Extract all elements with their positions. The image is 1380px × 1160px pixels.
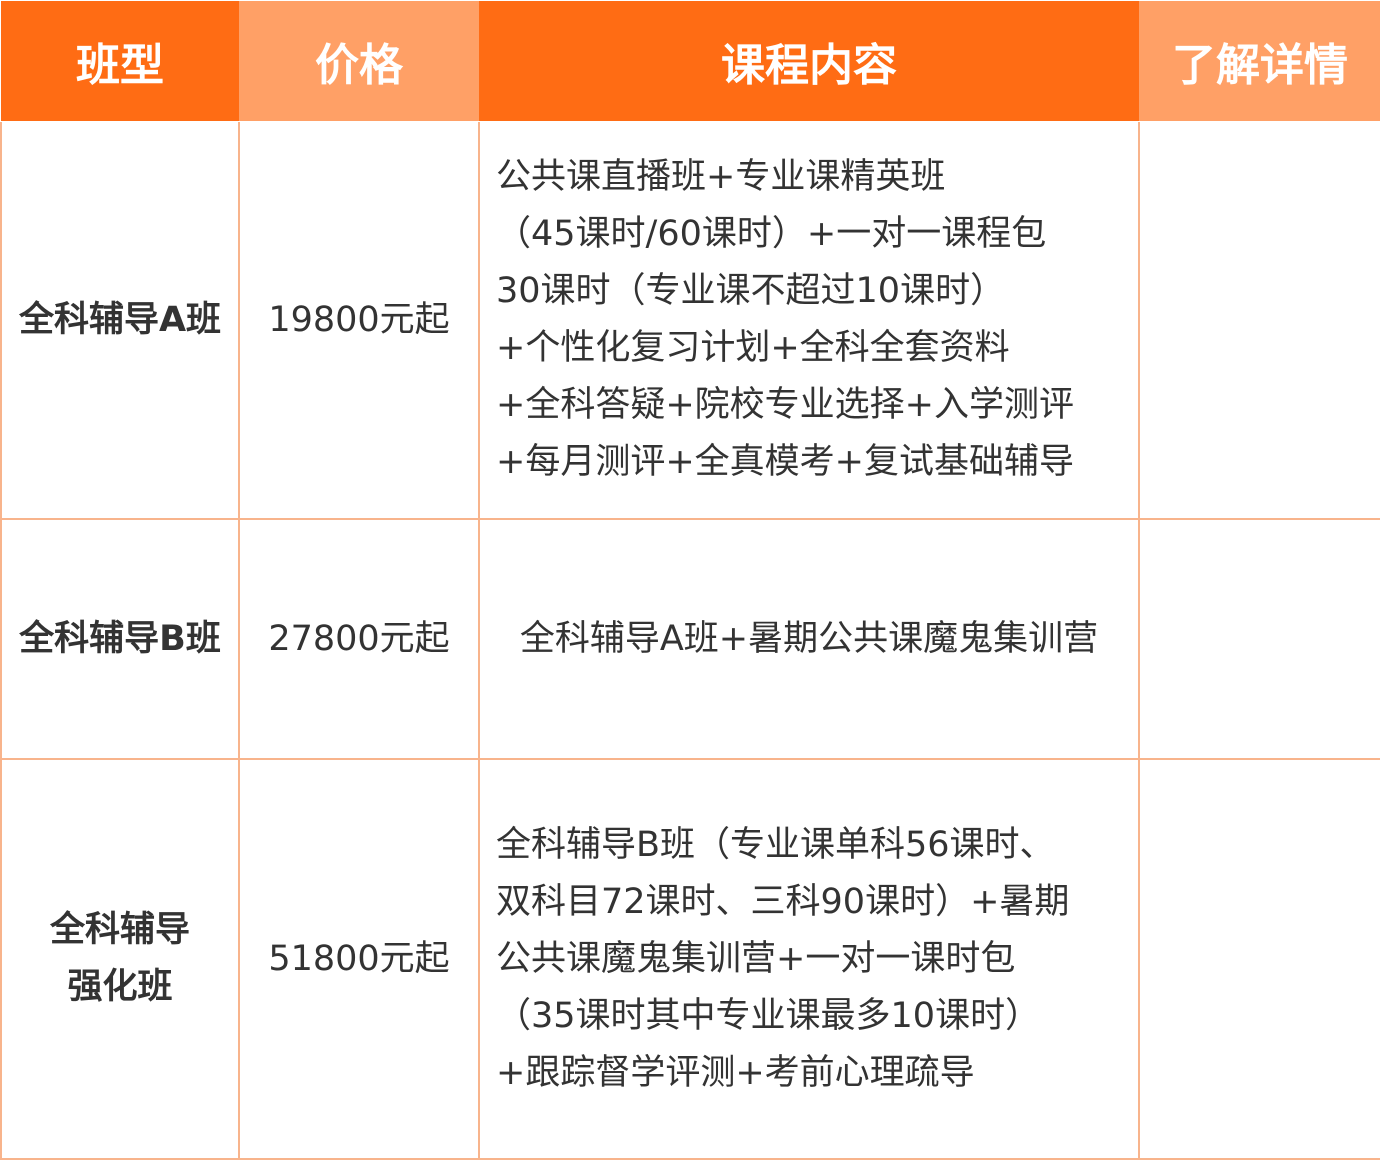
table-row: 全科辅导B班 27800元起 全科辅导A班+暑期公共课魔鬼集训营 (0, 518, 1380, 760)
class-name-cell: 全科辅导A班 (0, 120, 240, 520)
price-cell: 27800元起 (238, 518, 480, 760)
table-row: 全科辅导A班 19800元起 公共课直播班+专业课精英班 （45课时/60课时）+一对… (0, 120, 1380, 520)
text-line: 全科辅导A班 (18, 299, 222, 340)
header-cell: 了解详情 (1139, 1, 1380, 121)
text-line: 全科辅导B班（专业课单科56课时、 (496, 824, 1055, 865)
details-cell (1138, 518, 1380, 760)
content-cell: 公共课直播班+专业课精英班 （45课时/60课时）+一对一课程包 30课时（专业课不… (478, 120, 1140, 520)
text-line: 全科辅导B班 (19, 618, 221, 659)
table-body: 全科辅导A班 19800元起 公共课直播班+专业课精英班 （45课时/60课时）+一对… (0, 120, 1380, 1160)
text-line: +个性化复习计划+全科全套资料 (496, 328, 1010, 368)
price-cell: 51800元起 (238, 758, 480, 1160)
price-cell: 19800元起 (238, 120, 480, 520)
text-line: 公共课魔鬼集训营+一对一课时包 (496, 938, 1016, 979)
content-cell: 全科辅导B班（专业课单科56课时、 双科目72课时、三科90课时）+暑期 公共课魔鬼… (478, 758, 1140, 1160)
content-cell: 全科辅导A班+暑期公共课魔鬼集训营 (478, 518, 1140, 760)
text-line: （35课时其中专业课最多10课时） (496, 995, 1041, 1036)
text-line: 双科目72课时、三科90课时）+暑期 (496, 881, 1070, 922)
table-row: 全科辅导 强化班 51800元起 全科辅导B班（专业课单科56课时、 双科目72课时、三… (0, 758, 1380, 1160)
text-line: +每月测评+全真模考+复试基础辅导 (496, 442, 1074, 482)
header-cell: 课程内容 (479, 1, 1139, 121)
price: 27800元起 (268, 618, 450, 659)
price: 19800元起 (268, 299, 450, 340)
class-name-cell: 全科辅导B班 (0, 518, 240, 760)
header-cell: 班型 (1, 1, 239, 121)
header-row: 班型 价格 课程内容 了解详情 (1, 1, 1380, 121)
price: 51800元起 (268, 938, 450, 979)
class-name-cell: 全科辅导 强化班 (0, 758, 240, 1160)
text-line: 全科辅导 (49, 910, 190, 950)
details-cell (1138, 120, 1380, 520)
text-line: 公共课直播班+专业课精英班 (496, 157, 946, 197)
text-line: 全科辅导A班+暑期公共课魔鬼集训营 (519, 618, 1099, 659)
text-line: 强化班 (67, 967, 173, 1007)
header-cell: 价格 (239, 1, 479, 121)
text-line: +跟踪督学评测+考前心理疏导 (496, 1052, 975, 1093)
details-cell (1138, 758, 1380, 1160)
text-line: +全科答疑+院校专业选择+入学测评 (496, 385, 1074, 425)
text-line: （45课时/60课时）+一对一课程包 (496, 214, 1047, 254)
text-line: 30课时（专业课不超过10课时） (496, 271, 1006, 311)
